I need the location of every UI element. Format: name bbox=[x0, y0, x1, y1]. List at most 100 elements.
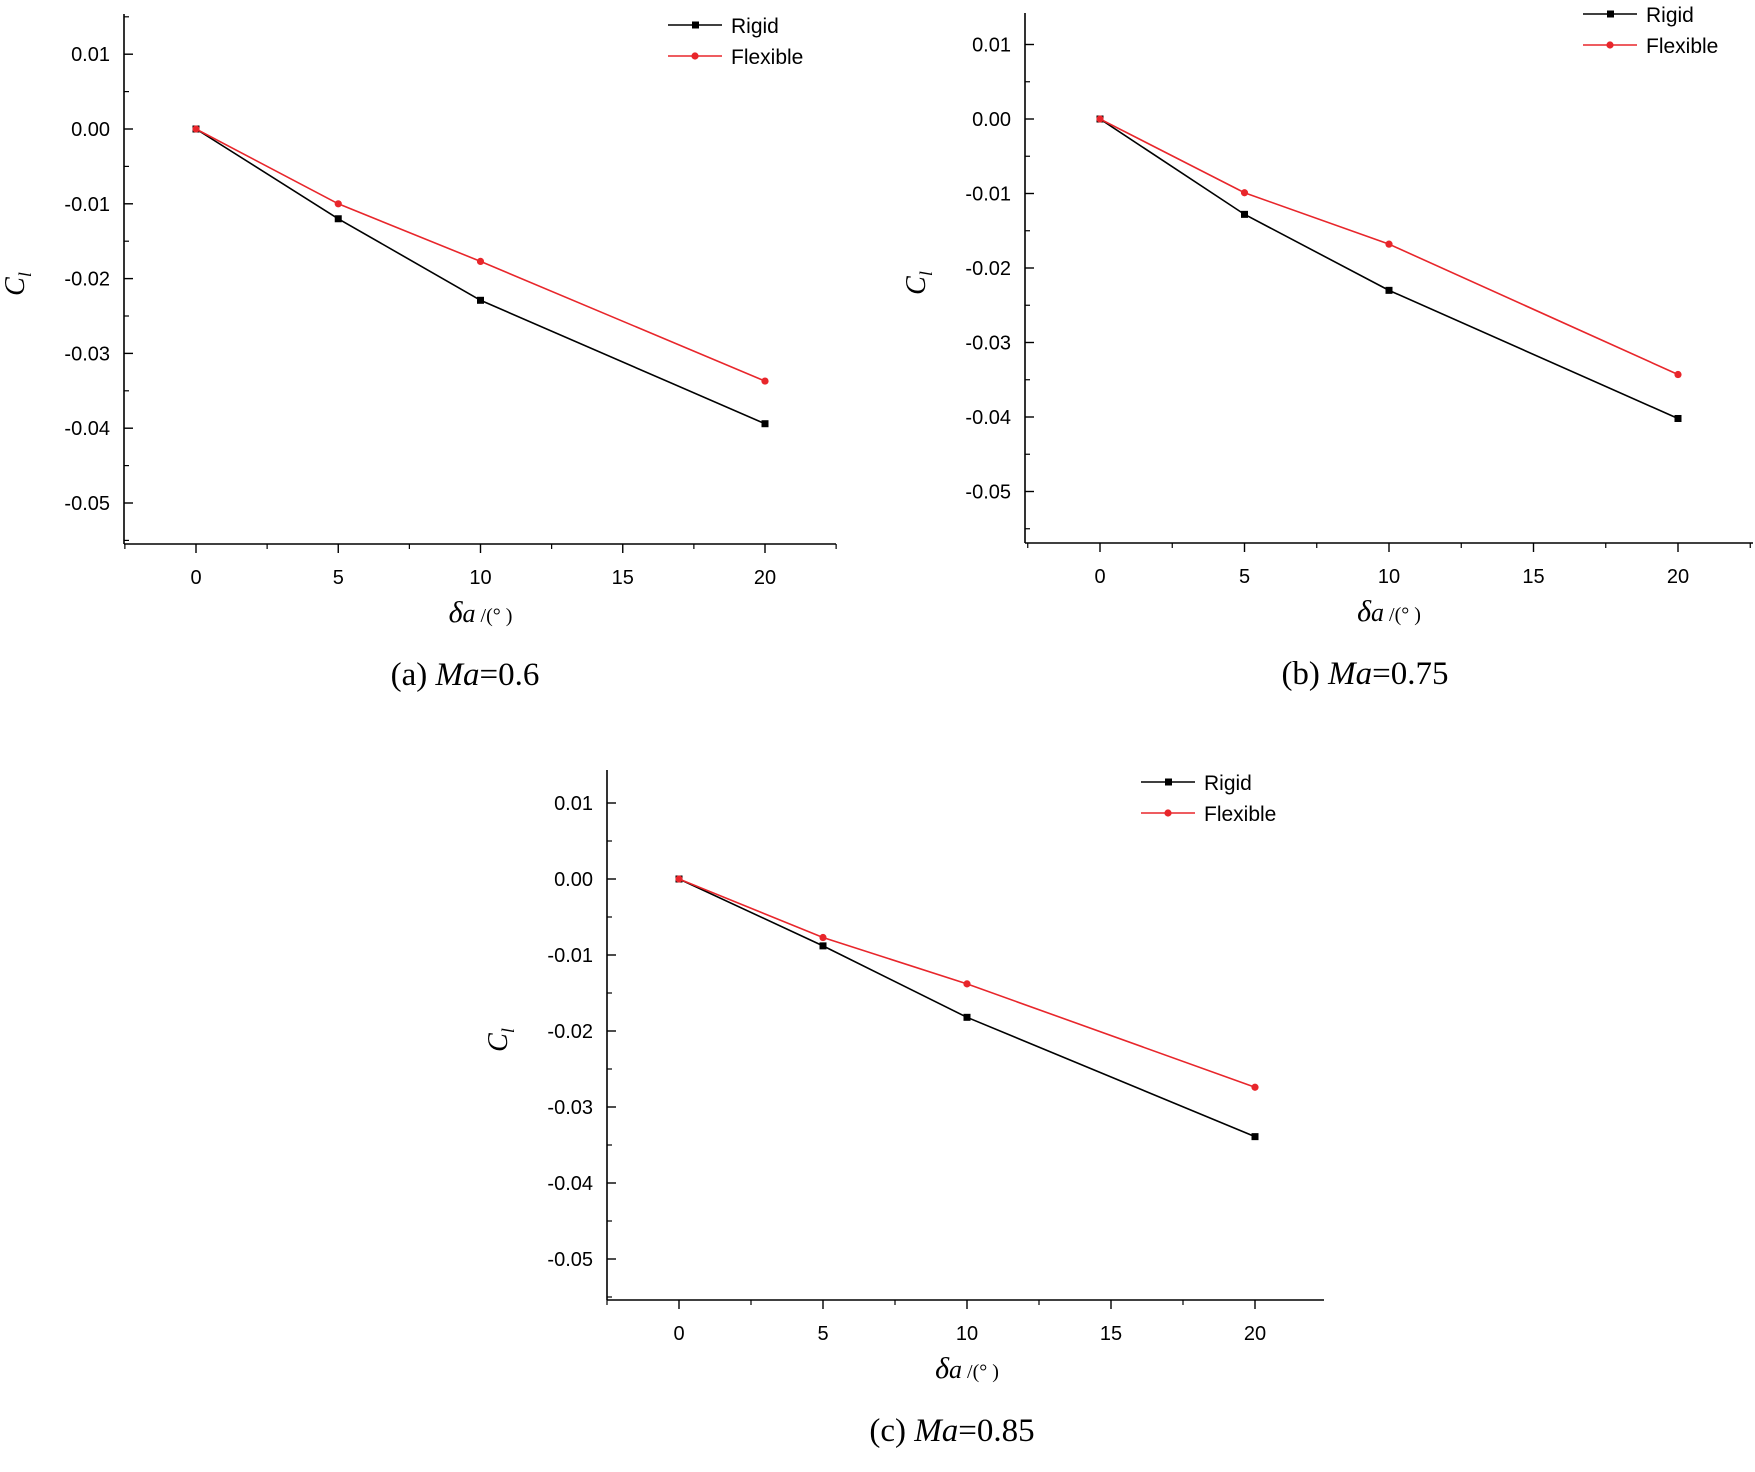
x-tick-label: 0 bbox=[190, 567, 201, 589]
y-tick-label: -0.01 bbox=[965, 184, 1011, 206]
y-tick-label: -0.03 bbox=[547, 1097, 593, 1119]
x-tick-label: 10 bbox=[469, 567, 491, 589]
y-tick-label: -0.05 bbox=[547, 1249, 593, 1271]
y-tick-label: -0.03 bbox=[64, 343, 110, 365]
data-point-flexible bbox=[1385, 240, 1393, 248]
y-axis-title: Cl bbox=[0, 272, 35, 296]
x-tick-label: 15 bbox=[1100, 1323, 1122, 1345]
legend: Rigid Flexible bbox=[1141, 772, 1276, 826]
y-tick-label: 0.00 bbox=[972, 109, 1011, 131]
x-axis-unit: /(° ) bbox=[962, 1361, 999, 1383]
y-tick-label: -0.02 bbox=[64, 269, 110, 291]
y-tick-label: 0.01 bbox=[554, 793, 593, 815]
caption-value: =0.6 bbox=[480, 657, 540, 693]
legend-label-rigid: Rigid bbox=[731, 15, 779, 38]
y-axis-title: Cl bbox=[901, 271, 936, 295]
y-tick-label: -0.02 bbox=[965, 258, 1011, 280]
data-point-flexible bbox=[1240, 189, 1249, 197]
x-tick-label: 15 bbox=[1522, 566, 1544, 588]
x-tick-label: 5 bbox=[333, 567, 344, 589]
caption-variable: Ma bbox=[913, 1413, 958, 1449]
y-axis-subscript: l bbox=[916, 271, 936, 276]
x-axis-symbol: δ bbox=[935, 1352, 950, 1385]
y-tick-label: -0.04 bbox=[547, 1173, 593, 1195]
caption-variable: Ma bbox=[1327, 656, 1372, 692]
x-axis-unit: /(° ) bbox=[476, 605, 513, 627]
data-point-rigid bbox=[1251, 1133, 1259, 1141]
series-line-flexible bbox=[195, 128, 766, 382]
data-point-flexible bbox=[192, 125, 200, 133]
y-tick-label: -0.05 bbox=[64, 493, 110, 515]
x-tick-label: 20 bbox=[1244, 1323, 1266, 1345]
x-axis-symbol: δ bbox=[449, 596, 464, 629]
data-point-flexible bbox=[1251, 1083, 1259, 1091]
y-tick-label: 0.01 bbox=[71, 44, 110, 66]
y-axis-subscript: l bbox=[498, 1028, 518, 1033]
y-axis-symbol: C bbox=[483, 1033, 514, 1052]
y-tick-label: -0.01 bbox=[547, 945, 593, 967]
x-axis-subscript: a bbox=[949, 1355, 962, 1384]
data-point-flexible bbox=[1096, 115, 1104, 123]
y-tick-label: -0.03 bbox=[965, 333, 1011, 355]
caption-value: =0.85 bbox=[958, 1413, 1034, 1449]
y-axis-subscript: l bbox=[15, 272, 35, 277]
y-tick-label: -0.04 bbox=[965, 407, 1011, 429]
x-tick-label: 5 bbox=[1239, 566, 1250, 588]
caption-prefix: (a) bbox=[391, 657, 436, 693]
y-tick-label: 0.00 bbox=[554, 869, 593, 891]
panel-caption: (c) Ma=0.85 bbox=[869, 1413, 1034, 1449]
x-tick-label: 10 bbox=[956, 1323, 978, 1345]
series-line-rigid bbox=[1099, 118, 1679, 420]
data-point-flexible bbox=[334, 200, 342, 208]
data-point-flexible bbox=[1674, 370, 1682, 379]
chart-panel-b: 0.01 0.00 -0.01 -0.02 -0.03 -0.04 -0.05 0 5 10 15 2… bbox=[901, 4, 1753, 692]
y-tick-label: -0.05 bbox=[965, 482, 1011, 504]
x-axis-title: δa /(° ) bbox=[935, 1352, 999, 1385]
x-axis-title: δa /(° ) bbox=[449, 596, 513, 629]
y-axis-symbol: C bbox=[0, 277, 31, 296]
caption-value: =0.75 bbox=[1372, 656, 1448, 692]
legend-label-rigid: Rigid bbox=[1646, 4, 1694, 27]
y-axis-symbol: C bbox=[901, 276, 932, 295]
x-tick-label: 15 bbox=[612, 567, 634, 589]
data-point-flexible bbox=[675, 875, 683, 883]
y-tick-label: -0.04 bbox=[64, 418, 110, 440]
data-point-rigid bbox=[477, 296, 484, 304]
caption-variable: Ma bbox=[435, 657, 480, 693]
panel-caption: (b) Ma=0.75 bbox=[1281, 656, 1448, 692]
caption-prefix: (b) bbox=[1281, 656, 1328, 692]
x-tick-label: 0 bbox=[673, 1323, 684, 1345]
legend-marker-rigid bbox=[692, 21, 699, 29]
data-point-rigid bbox=[819, 942, 827, 950]
y-tick-label: -0.02 bbox=[547, 1021, 593, 1043]
y-tick-label: 0.01 bbox=[972, 35, 1011, 57]
legend-label-flexible: Flexible bbox=[731, 46, 803, 69]
x-axis-symbol: δ bbox=[1357, 595, 1372, 628]
chart-panel-c: 0.01 0.00 -0.01 -0.02 -0.03 -0.04 -0.05 0 5 10 15 2… bbox=[483, 770, 1324, 1449]
data-point-rigid bbox=[1385, 286, 1393, 294]
x-axis-unit: /(° ) bbox=[1384, 604, 1421, 626]
legend-label-flexible: Flexible bbox=[1204, 803, 1276, 826]
legend-marker-rigid bbox=[1165, 778, 1172, 786]
x-tick-label: 5 bbox=[817, 1323, 828, 1345]
y-axis-title: Cl bbox=[483, 1028, 518, 1052]
legend-label-flexible: Flexible bbox=[1646, 35, 1718, 58]
legend-marker-rigid bbox=[1607, 10, 1614, 18]
x-tick-label: 20 bbox=[1667, 566, 1689, 588]
data-point-rigid bbox=[761, 420, 769, 428]
x-axis-subscript: a bbox=[1371, 598, 1384, 627]
data-point-rigid bbox=[963, 1013, 971, 1021]
data-point-flexible bbox=[963, 980, 971, 988]
x-tick-label: 10 bbox=[1378, 566, 1400, 588]
legend: Rigid Flexible bbox=[668, 15, 803, 69]
y-tick-label: 0.00 bbox=[71, 119, 110, 141]
x-tick-label: 20 bbox=[754, 567, 776, 589]
y-tick-label: -0.01 bbox=[64, 194, 110, 216]
series-line-rigid bbox=[678, 878, 1256, 1138]
data-point-flexible bbox=[819, 933, 827, 942]
legend-marker-flexible bbox=[1606, 41, 1614, 49]
data-point-flexible bbox=[761, 377, 769, 385]
caption-prefix: (c) bbox=[869, 1413, 914, 1449]
x-axis-title: δa /(° ) bbox=[1357, 595, 1421, 628]
